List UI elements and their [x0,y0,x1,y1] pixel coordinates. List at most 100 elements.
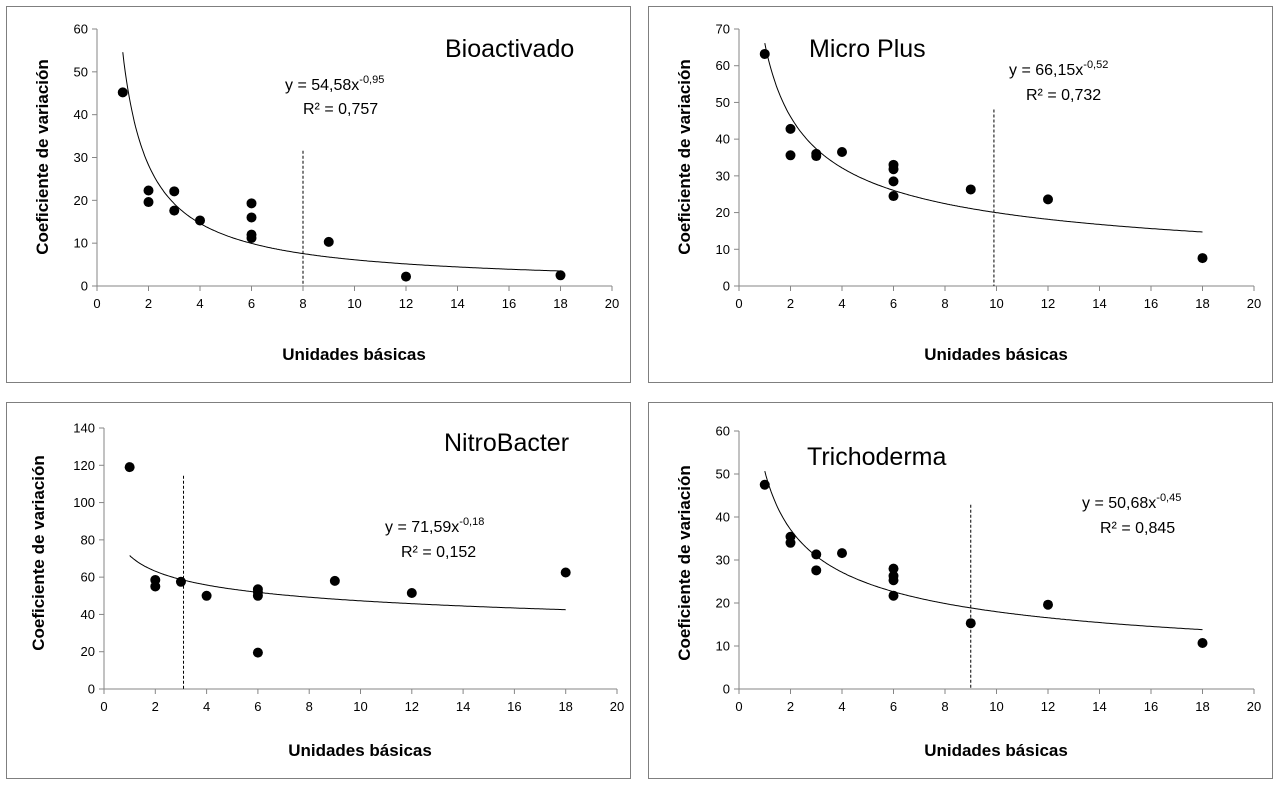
x-tick-label: 8 [941,296,948,311]
x-tick-label: 18 [553,296,567,311]
x-tick-label: 16 [502,296,516,311]
x-tick-label: 10 [347,296,361,311]
chart-micro-plus: 0 10 20 30 40 50 60 70 0 2 4 6 8 10 12 14 16 18 20 Micro P… [675,22,1261,365]
equation: y = 54,58x-0,95 [285,74,384,94]
data-point [117,87,128,98]
chart-nitrobacter: 0 20 40 60 80 100 120 140 0 2 4 6 8 10 12 14 16 18 20 Nitr… [29,421,624,761]
data-point [1197,253,1208,264]
y-axis-label: Coeficiente de variación [675,465,694,661]
chart-title: Micro Plus [809,35,926,63]
x-tick-label: 14 [1092,699,1106,714]
data-point [252,647,263,658]
data-point [811,151,822,162]
data-point [195,215,205,226]
x-tick-label: 4 [838,296,845,311]
chart-title: Trichoderma [807,443,946,471]
data-point [169,205,180,216]
y-tick-label: 10 [74,236,88,251]
data-point [329,575,340,586]
y-tick-label: 30 [716,553,730,568]
x-tick-label: 14 [1092,296,1106,311]
r-squared: R² = 0,152 [401,544,476,561]
x-axis-label: Unidades básicas [924,741,1068,760]
x-tick-label: 10 [353,699,367,714]
r-squared: R² = 0,757 [303,101,378,118]
x-tick-label: 12 [1041,296,1055,311]
x-tick-label: 20 [1247,699,1261,714]
y-tick-label: 50 [74,64,88,79]
y-axis-label: Coeficiente de variación [675,59,694,255]
data-point [888,590,899,601]
x-tick-label: 6 [248,296,255,311]
chart-panel-trichoderma: 0 10 20 30 40 50 60 0 2 4 6 8 10 12 14 16 18 20 Trichoder… [648,402,1273,779]
data-point [785,537,796,548]
data-point [888,176,899,187]
y-tick-label: 40 [74,107,88,122]
data-point [785,150,796,161]
data-point [323,236,334,247]
x-tick-label: 18 [1195,296,1209,311]
y-tick-label: 140 [73,421,95,436]
y-tick-label: 100 [73,495,95,510]
data-point [401,271,411,282]
y-axis-label: Coeficiente de variación [29,455,48,651]
y-tick-label: 20 [81,644,95,659]
x-tick-label: 12 [405,699,419,714]
y-tick-label: 0 [723,279,730,294]
x-tick-label: 0 [93,296,100,311]
y-tick-label: 70 [716,22,730,37]
x-tick-label: 0 [735,699,742,714]
r-squared: R² = 0,845 [1100,520,1175,537]
y-tick-label: 40 [81,607,95,622]
x-tick-label: 12 [1041,699,1055,714]
data-point [252,590,263,601]
y-tick-label: 60 [81,570,95,585]
y-tick-label: 10 [716,639,730,654]
y-tick-label: 40 [716,510,730,525]
y-tick-label: 20 [716,596,730,611]
data-point [246,212,257,223]
data-point [837,146,847,157]
y-axis-label: Coeficiente de variación [33,59,52,255]
chart-panel-bioactivado: 0 10 20 30 40 50 60 0 2 4 6 8 10 12 14 16 18 20 Bioactiva… [6,6,631,383]
x-tick-label: 14 [456,699,470,714]
data-point [246,198,257,209]
x-axis-label: Unidades básicas [924,345,1068,364]
x-tick-label: 10 [989,699,1003,714]
data-point [811,565,822,576]
x-tick-label: 20 [1247,296,1261,311]
data-point [1197,637,1208,648]
x-tick-label: 4 [196,296,203,311]
y-tick-label: 50 [716,467,730,482]
data-point [888,164,899,175]
equation: y = 71,59x-0,18 [385,516,484,536]
x-tick-label: 2 [787,699,794,714]
data-point [143,197,154,208]
x-axis-label: Unidades básicas [282,345,426,364]
trendline [129,555,566,611]
x-tick-label: 8 [941,699,948,714]
chart-bioactivado: 0 10 20 30 40 50 60 0 2 4 6 8 10 12 14 16 18 20 Bioactiva… [33,22,619,365]
x-tick-label: 6 [890,296,897,311]
x-tick-label: 16 [1144,699,1158,714]
data-point [555,270,566,281]
y-tick-label: 50 [716,95,730,110]
data-point [201,590,212,601]
y-tick-label: 30 [716,168,730,183]
data-point [888,563,899,574]
x-tick-label: 2 [145,296,152,311]
data-point [169,186,180,197]
data-point [759,48,770,59]
data-point [888,575,899,586]
data-point [888,191,899,202]
chart-panel-nitrobacter: 0 20 40 60 80 100 120 140 0 2 4 6 8 10 12 14 16 18 20 Nitr… [6,402,631,779]
trendline [764,470,1203,631]
x-tick-label: 8 [299,296,306,311]
r-squared: R² = 0,732 [1026,87,1101,104]
x-tick-label: 14 [450,296,464,311]
x-tick-label: 4 [838,699,845,714]
equation: y = 66,15x-0,52 [1009,59,1108,79]
x-tick-label: 10 [989,296,1003,311]
data-point [759,479,770,490]
data-point [175,576,186,587]
